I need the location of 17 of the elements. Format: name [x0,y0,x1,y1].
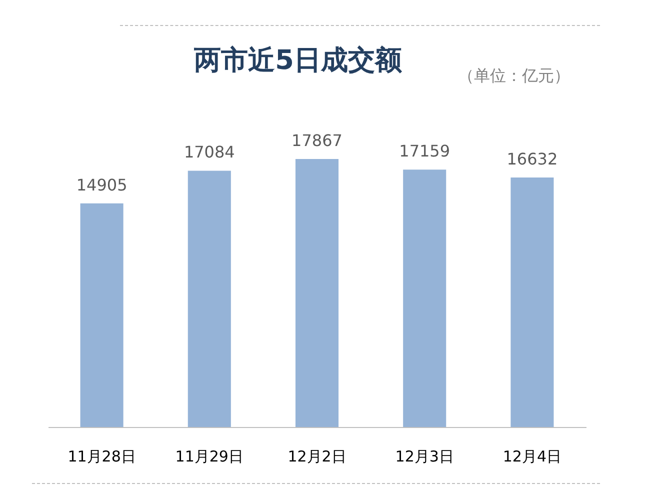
chart-subtitle: （单位：亿元） [458,66,570,87]
bar [295,159,339,427]
chart-title: 两市近5日成交额 [193,45,403,76]
x-tick-label: 11月29日 [175,448,244,466]
data-label: 14905 [76,175,128,194]
data-label: 17867 [292,131,342,150]
x-tick-label: 12月3日 [395,448,454,466]
x-tick-label: 11月28日 [68,448,136,466]
bar [188,170,231,427]
data-label: 16632 [506,150,558,169]
x-tick-label: 12月2日 [288,448,346,466]
bar [80,203,124,427]
x-tick-label: 12月4日 [502,448,562,466]
bar [403,170,446,427]
bar [510,178,554,427]
data-label: 17084 [184,142,235,162]
data-label: 17159 [399,142,450,161]
